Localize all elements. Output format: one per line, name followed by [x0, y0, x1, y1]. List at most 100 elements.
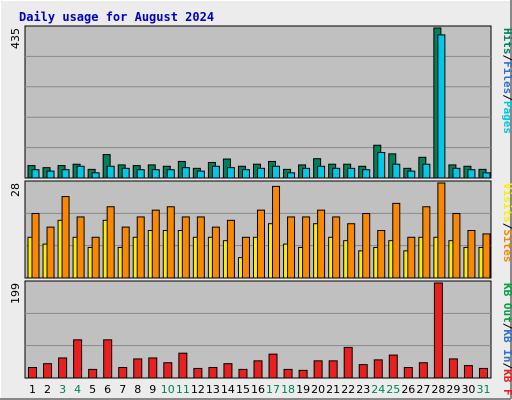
- bar-kb-f-day-16: [253, 360, 263, 379]
- bar-kb-f-day-13: [208, 366, 218, 379]
- legend-entry: /: [501, 55, 512, 62]
- bar-files-day-13: [211, 165, 220, 179]
- x-tick-label: 24: [371, 383, 385, 396]
- x-tick-label: 14: [221, 383, 235, 396]
- bar-sites-day-22: [347, 223, 356, 279]
- bar-kb-f-day-3: [58, 357, 68, 379]
- bar-kb-f-day-18: [283, 368, 293, 379]
- bar-sites-day-4: [76, 216, 85, 279]
- bar-sites-day-2: [46, 226, 55, 279]
- bar-files-day-20: [317, 165, 326, 179]
- bar-kb-f-day-25: [388, 354, 398, 379]
- bar-sites-day-30: [467, 230, 476, 279]
- bar-sites-day-27: [422, 206, 431, 279]
- bar-files-day-15: [241, 169, 250, 179]
- bar-sites-day-17: [272, 185, 281, 279]
- bar-kb-f-day-31: [478, 367, 488, 379]
- bar-files-day-16: [256, 167, 265, 179]
- bar-files-day-28: [437, 34, 446, 179]
- x-tick-label: 11: [176, 383, 190, 396]
- bar-files-day-19: [302, 167, 311, 179]
- x-tick-label: 17: [266, 383, 280, 396]
- bar-sites-day-10: [166, 206, 175, 279]
- bar-sites-day-9: [151, 209, 160, 279]
- bar-sites-day-20: [317, 209, 326, 279]
- x-tick-label: 5: [89, 383, 96, 396]
- bar-files-day-7: [121, 167, 130, 179]
- bar-files-day-12: [196, 170, 205, 179]
- bar-sites-day-21: [332, 216, 341, 279]
- bar-files-day-3: [61, 169, 70, 179]
- panel-visits-sites: 28 Visits/Sites: [9, 180, 512, 279]
- legend-entry: Pages: [501, 101, 512, 134]
- chart-title: Daily usage for August 2024: [19, 10, 214, 24]
- x-tick-label: 8: [134, 383, 141, 396]
- x-tick-label: 13: [206, 383, 220, 396]
- bar-kb-f-day-14: [223, 363, 233, 379]
- legend: KB Out/KB In/KB F: [501, 283, 512, 396]
- bar-sites-day-3: [61, 196, 70, 279]
- x-tick-label: 9: [149, 383, 156, 396]
- bar-kb-f-day-30: [463, 365, 473, 379]
- y-max-label: 28: [9, 183, 22, 197]
- bar-kb-f-day-12: [193, 367, 203, 379]
- bar-kb-f-day-24: [373, 359, 383, 379]
- bar-sites-day-18: [287, 216, 296, 279]
- bar-kb-f-day-23: [358, 364, 368, 379]
- bar-kb-f-day-29: [448, 358, 458, 379]
- bar-files-day-6: [106, 165, 115, 179]
- x-tick-label: 27: [416, 383, 430, 396]
- x-tick-label: 26: [401, 383, 415, 396]
- x-tick-label: 6: [104, 383, 111, 396]
- legend-entry: Visits: [501, 183, 512, 223]
- bar-files-day-21: [332, 167, 341, 179]
- x-tick-label: 31: [476, 383, 490, 396]
- bar-sites-day-19: [302, 216, 311, 279]
- bar-kb-f-day-6: [103, 339, 113, 379]
- legend-entry: KB F: [501, 369, 512, 396]
- x-tick-label: 4: [74, 383, 81, 396]
- bar-sites-day-23: [362, 213, 371, 279]
- legend-entry: Sites: [501, 229, 512, 262]
- bar-files-day-26: [407, 170, 416, 179]
- x-tick-label: 21: [326, 383, 340, 396]
- legend-entry: /: [501, 223, 512, 230]
- legend-entry: KB In: [501, 329, 512, 362]
- bar-files-day-31: [482, 172, 491, 179]
- bar-files-day-9: [151, 169, 160, 179]
- bar-sites-day-31: [482, 233, 491, 279]
- bar-sites-day-24: [377, 230, 386, 279]
- x-tick-label: 15: [236, 383, 250, 396]
- bar-sites-day-5: [91, 236, 100, 279]
- bar-sites-day-6: [106, 206, 115, 279]
- bar-kb-f-day-2: [43, 363, 53, 379]
- x-tick-label: 22: [341, 383, 355, 396]
- legend-entry: /: [501, 363, 512, 370]
- bar-sites-day-11: [181, 216, 190, 279]
- bar-sites-day-7: [121, 226, 130, 279]
- bar-kb-f-day-20: [313, 360, 323, 379]
- x-tick-label: 1: [29, 383, 36, 396]
- legend-entry: Files: [501, 61, 512, 94]
- legend-entry: /: [501, 323, 512, 330]
- bar-files-day-5: [91, 172, 100, 179]
- bar-files-day-30: [467, 169, 476, 179]
- y-max-label: 199: [9, 283, 22, 304]
- bar-sites-day-1: [31, 213, 40, 279]
- bar-files-day-25: [392, 163, 401, 179]
- legend-entry: Hits: [501, 28, 512, 55]
- legend: Hits/Files/Pages: [501, 28, 512, 134]
- legend-entry: /: [501, 94, 512, 101]
- x-tick-label: 18: [281, 383, 295, 396]
- bar-kb-f-day-4: [73, 339, 83, 379]
- bar-kb-f-day-28: [433, 282, 443, 379]
- x-tick-label: 19: [296, 383, 310, 396]
- bar-files-day-18: [287, 172, 296, 179]
- bar-sites-day-26: [407, 236, 416, 279]
- bar-kb-f-day-1: [28, 366, 38, 379]
- bar-files-day-2: [46, 170, 55, 179]
- legend-entry: KB Out: [501, 283, 512, 323]
- bar-files-day-24: [377, 151, 386, 179]
